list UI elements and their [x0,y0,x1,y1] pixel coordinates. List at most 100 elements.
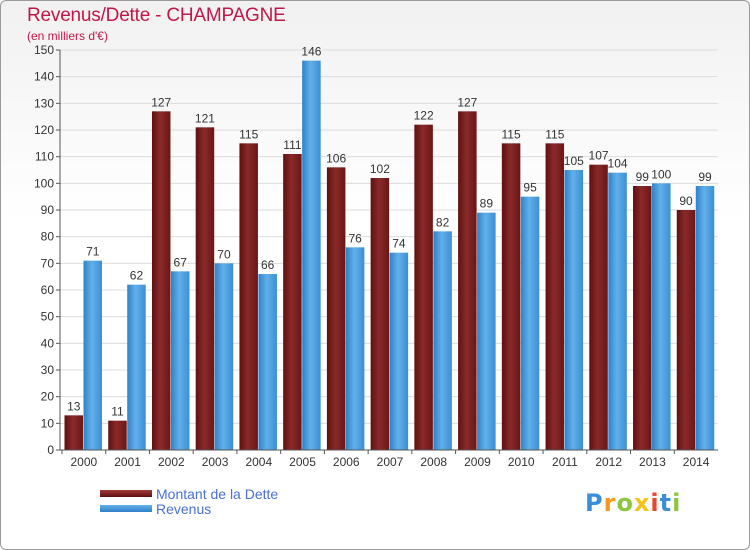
data-label: 95 [523,181,537,195]
data-label: 13 [67,399,81,413]
x-axis: 2000 2001 2002 2003 2004 2005 2006 2007 2008 2009… [60,449,718,469]
proxiti-logo: Proxiti [585,489,682,517]
bar-debt [239,143,258,451]
data-label: 127 [151,95,171,109]
bar-revenue [214,263,234,450]
bar-revenue [433,231,452,450]
data-label: 90 [679,194,693,208]
x-tick-label: 2007 [377,455,404,469]
bar-debt [370,178,390,450]
y-tick-label: 40 [41,336,55,350]
data-label: 107 [589,149,609,163]
data-label: 115 [239,127,258,141]
bar-debt [64,415,83,450]
chart-subtitle: (en milliers d'€) [27,29,108,43]
data-label: 89 [480,197,494,211]
x-tick-label: 2013 [639,455,666,469]
data-label: 121 [195,111,215,125]
data-label: 122 [414,109,434,123]
x-tick-label: 2002 [158,455,185,469]
data-label: 62 [130,269,144,283]
data-label: 100 [651,167,671,181]
bar-debt [589,164,608,450]
legend-swatch-revenue [100,505,152,512]
data-labels: 13 71 11 62 127 67 121 70 115 66 111 146 106 76 102 74 1… [67,45,712,419]
chart-title: Revenus/Dette - CHAMPAGNE [27,5,286,26]
x-tick-label: 2006 [333,455,360,469]
legend-swatch-debt [100,490,152,497]
y-tick-label: 110 [35,150,54,164]
data-label: 115 [502,127,521,141]
bar-debt [545,143,565,451]
bar-revenue [652,183,671,451]
bar-debt [108,420,127,450]
data-label: 106 [326,151,346,165]
legend-label-debt: Montant de la Dette [156,486,279,502]
y-axis: 0 10 20 30 40 50 60 70 80 90 100 110 120 130 140 150 [34,43,61,457]
x-tick-label: 2003 [202,455,229,469]
data-label: 11 [111,405,124,419]
y-tick-label: 10 [41,416,55,430]
bar-revenue [389,252,409,450]
y-tick-label: 70 [41,256,55,270]
x-tick-label: 2005 [289,455,316,469]
bar-debt [414,124,433,451]
bar-revenue [170,271,190,450]
data-label: 74 [392,237,406,251]
y-tick-label: 120 [34,123,54,137]
bar-debt [326,167,346,451]
data-label: 66 [261,258,275,272]
bar-revenue [302,60,321,451]
data-label: 104 [608,157,628,171]
x-tick-label: 2001 [114,455,141,469]
x-tick-label: 2012 [595,455,622,469]
bar-revenue [695,186,715,450]
x-tick-label: 2009 [464,455,491,469]
y-tick-label: 100 [34,176,54,190]
data-label: 115 [545,127,564,141]
bar-debt [283,154,302,450]
bar-debt [676,210,696,450]
x-tick-label: 2010 [508,455,535,469]
bar-debt [458,111,477,450]
x-tick-label: 2014 [683,455,710,469]
y-tick-label: 130 [34,96,54,110]
data-label: 99 [698,170,712,184]
y-tick-label: 30 [41,363,55,377]
data-label: 70 [217,247,231,261]
data-label: 71 [86,245,100,259]
data-label: 105 [564,154,584,168]
y-tick-label: 20 [41,390,55,404]
y-tick-label: 140 [34,70,54,84]
bar-debt [151,111,171,450]
y-tick-label: 80 [41,230,55,244]
data-label: 99 [636,170,650,184]
legend-label-revenue: Revenus [156,501,212,517]
x-tick-label: 2000 [71,455,98,469]
data-label: 76 [348,231,362,245]
data-label: 102 [370,162,390,176]
y-tick-label: 0 [47,443,54,457]
bar-revenue [258,274,277,450]
bar-debt [501,143,521,451]
x-tick-label: 2008 [420,455,447,469]
bar-revenue [127,284,146,450]
y-tick-label: 90 [41,203,55,217]
data-label: 127 [457,95,477,109]
y-tick-label: 50 [41,310,55,324]
data-label: 67 [174,255,188,269]
y-tick-label: 150 [34,43,54,57]
x-tick-label: 2004 [245,455,272,469]
y-tick-label: 60 [41,283,55,297]
bars [64,60,715,451]
bar-debt [195,127,215,450]
bar-revenue [83,260,102,450]
data-label: 82 [436,215,450,229]
bar-revenue [564,170,584,450]
x-tick-label: 2011 [552,455,578,469]
data-label: 146 [301,45,321,59]
bar-debt [633,186,652,450]
bar-revenue [520,196,540,450]
bar-revenue [345,247,365,450]
